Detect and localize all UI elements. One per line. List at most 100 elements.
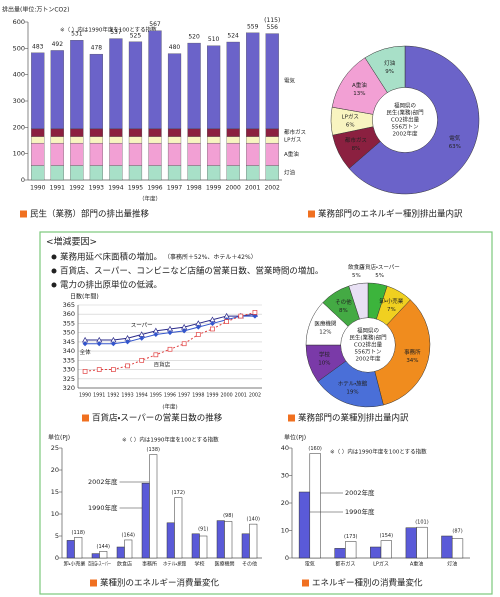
total-label: 559 — [247, 23, 259, 30]
bar-segment — [148, 165, 162, 181]
index-label: (87) — [452, 529, 462, 535]
y-tick-label: 330 — [63, 366, 75, 374]
chart-title: 業務部門のエネルギー種別排出量内訳 — [318, 209, 463, 220]
slice-label: 都市ガス — [345, 136, 367, 144]
bar-segment — [148, 142, 162, 166]
total-label: 480 — [169, 44, 181, 51]
bar-segment — [207, 142, 221, 166]
marker — [195, 324, 201, 330]
bar — [249, 523, 258, 559]
bar — [99, 551, 108, 559]
pie-slice — [367, 299, 431, 406]
bar-segment — [265, 142, 279, 166]
marker — [252, 313, 258, 319]
total-label: 520 — [188, 34, 200, 41]
bar — [224, 521, 233, 559]
bar-segment — [246, 142, 260, 166]
bar — [309, 453, 321, 559]
bar-segment — [207, 136, 221, 144]
y-tick-label: 0 — [55, 554, 59, 562]
y-tick-label: 320 — [63, 384, 75, 392]
index-label: (164) — [122, 532, 135, 538]
slice-label: 飲食店 — [348, 263, 365, 271]
x-tick-label: 卸・小売業 — [64, 561, 86, 568]
series-label: 百貨店 — [154, 360, 171, 368]
total-label: 567 — [149, 21, 161, 28]
index-label: (91) — [198, 526, 208, 532]
factors-box — [39, 231, 493, 595]
center-text: 民生(業務)部門 — [349, 334, 387, 342]
bar-segment — [89, 53, 103, 129]
index-label: (140) — [247, 517, 260, 523]
y-axis-label: 単位(PJ) — [284, 434, 306, 442]
chart-title: 業務部門の業種別排出量内訳 — [298, 413, 409, 424]
legend-label: 都市ガス — [284, 128, 306, 136]
bar — [451, 538, 464, 559]
bar-segment — [167, 142, 182, 166]
x-tick-label: 飲食店 — [117, 561, 132, 568]
slice-label: 事務所 — [404, 348, 421, 356]
marker — [125, 363, 130, 369]
center-text: 2002年度 — [356, 355, 381, 363]
bar — [216, 520, 225, 559]
x-axis-label: (年度) — [162, 403, 177, 411]
bar-segment — [50, 50, 64, 129]
bar-segment — [109, 142, 123, 166]
x-tick-label: 1997 — [178, 393, 190, 399]
y-tick-label: 345 — [63, 338, 75, 346]
x-tick-label: 1996 — [147, 185, 162, 192]
bar — [345, 541, 357, 559]
bar — [74, 537, 83, 559]
index-label: (138) — [147, 447, 160, 453]
bar — [199, 535, 208, 559]
x-tick-label: 1997 — [167, 185, 182, 192]
bar — [334, 548, 346, 559]
caption-marker — [308, 210, 315, 218]
marker — [210, 326, 215, 332]
caption-marker — [302, 579, 309, 587]
total-label: 531 — [71, 31, 83, 38]
y-tick-label: 325 — [63, 375, 75, 383]
bar — [241, 533, 250, 559]
bar-segment — [50, 136, 64, 144]
bar-segment — [31, 165, 45, 181]
x-tick-label: 百貨店・スーパー — [88, 561, 111, 568]
y-tick-label: 10 — [51, 510, 59, 518]
total-label: 492 — [52, 41, 64, 48]
total-label: 483 — [32, 43, 44, 50]
x-tick-label: 1992 — [69, 185, 84, 192]
slice-value: 12% — [319, 330, 331, 336]
bar-segment — [89, 142, 103, 166]
x-tick-label: 2000 — [221, 393, 233, 399]
factor-text: 業務用延べ床面積の増加。 — [60, 252, 162, 263]
marker — [167, 330, 173, 336]
caption-marker — [20, 210, 27, 218]
x-tick-label: 2001 — [235, 393, 247, 399]
y-tick-label: 5 — [55, 532, 59, 540]
slice-label: 医療機関 — [314, 320, 337, 328]
slice-value: 8% — [339, 308, 348, 314]
bar-segment — [50, 142, 64, 166]
bar — [166, 522, 175, 559]
bar-segment — [109, 136, 123, 144]
note: ※（ ）内は1990年度を100とする指数 — [330, 448, 427, 456]
index-label: (118) — [72, 530, 85, 536]
bar — [441, 535, 453, 559]
bar-segment — [70, 142, 84, 166]
x-tick-label: 1999 — [206, 185, 221, 192]
y-tick-label: 25 — [51, 444, 59, 452]
bar-segment — [187, 165, 201, 181]
x-tick-label: 灯油 — [447, 561, 457, 568]
bar-segment — [226, 41, 240, 129]
marker — [82, 369, 88, 374]
y-tick-label: 15 — [51, 488, 59, 496]
bar — [416, 526, 428, 559]
note: ※（ ）内は1990年度を100とする指数 — [60, 26, 157, 34]
marker — [153, 352, 159, 358]
x-tick-label: 1995 — [150, 393, 162, 399]
marker — [139, 357, 145, 363]
center-text: 福岡県の — [394, 102, 416, 110]
slice-value: 5% — [352, 273, 361, 279]
slice-value: 63% — [449, 144, 461, 150]
bar-segment — [226, 165, 240, 181]
